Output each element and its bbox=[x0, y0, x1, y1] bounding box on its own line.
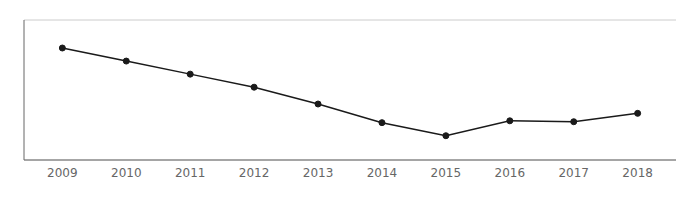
svg-text:2014: 2014 bbox=[367, 166, 398, 180]
svg-text:2010: 2010 bbox=[111, 166, 142, 180]
svg-text:2013: 2013 bbox=[303, 166, 334, 180]
svg-text:2016: 2016 bbox=[495, 166, 526, 180]
svg-text:2011: 2011 bbox=[175, 166, 206, 180]
svg-text:2012: 2012 bbox=[239, 166, 270, 180]
svg-text:2017: 2017 bbox=[558, 166, 589, 180]
svg-text:2009: 2009 bbox=[47, 166, 78, 180]
svg-text:2018: 2018 bbox=[622, 166, 653, 180]
svg-text:2015: 2015 bbox=[431, 166, 462, 180]
